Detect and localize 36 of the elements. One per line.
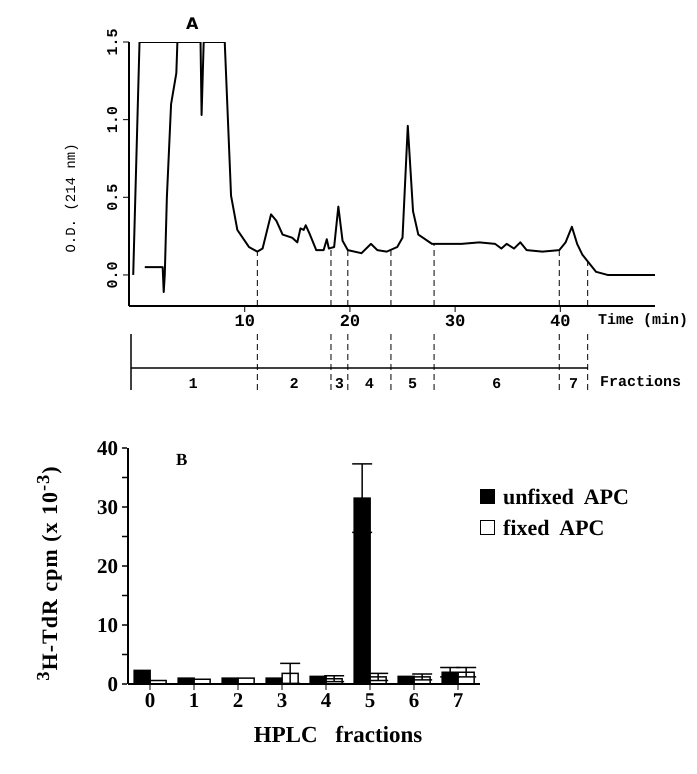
legend-label: fixed APC <box>503 514 604 542</box>
x-tick-label: 2 <box>232 688 244 712</box>
text: 7 <box>568 376 578 393</box>
text: 2 <box>290 376 299 393</box>
y-tick-label: 10 <box>97 613 118 637</box>
y-axis-title: O.D. (214 nm) <box>64 143 80 253</box>
chart-title: A <box>186 14 198 33</box>
text: 4 <box>364 376 374 393</box>
x-tick-label: 7 <box>452 688 464 712</box>
x-tick-label: 10 <box>234 313 255 332</box>
x-tick-label: 30 <box>444 313 466 332</box>
x-tick-label: 4 <box>320 688 332 712</box>
y-tick-label: 40 <box>97 436 118 460</box>
x-tick-label: 0 <box>144 688 156 712</box>
text: 5 <box>408 376 418 393</box>
text: Fractions <box>600 374 682 391</box>
x-tick-label: 40 <box>550 313 571 332</box>
y-tick-label: 0.0 <box>105 261 122 288</box>
y-tick-label: 0 <box>108 672 118 696</box>
chart-title: B <box>176 450 188 470</box>
text: 6 <box>492 376 502 393</box>
x-tick-label: 6 <box>408 688 420 712</box>
text: 3 <box>334 376 344 393</box>
x-tick-label: 20 <box>340 313 360 332</box>
x-tick-label: 5 <box>364 688 376 712</box>
x-tick-label: 3 <box>276 688 288 712</box>
legend-label: unfixed APC <box>503 483 629 511</box>
x-axis-title: HPLC fractions <box>254 722 422 748</box>
y-tick-label: 30 <box>97 495 118 519</box>
y-tick-label: 1.0 <box>105 106 122 134</box>
y-tick-label: 20 <box>97 554 118 578</box>
x-axis-title: Time (min) <box>598 312 688 329</box>
y-tick-label: 0.5 <box>105 184 122 211</box>
x-tick-label: 1 <box>188 688 200 712</box>
y-tick-label: 1.5 <box>105 28 122 56</box>
text: 1 <box>188 376 198 393</box>
